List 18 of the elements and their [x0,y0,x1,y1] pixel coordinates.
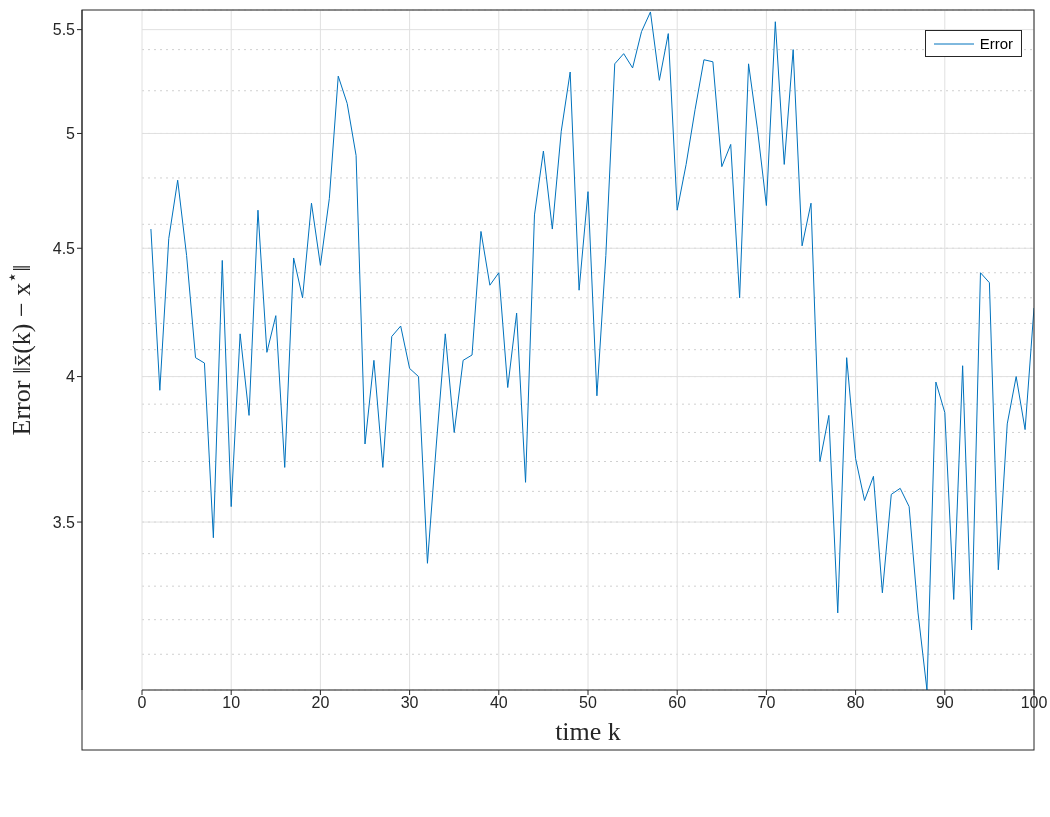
x-tick-label: 40 [489,694,508,712]
y-tick-label: 5.5 [52,21,76,39]
x-tick-label: 60 [668,694,687,712]
x-tick-label: 80 [846,694,865,712]
x-tick-label: 90 [935,694,954,712]
x-tick-label: 100 [1020,694,1048,712]
y-tick-label: 5 [66,125,76,143]
x-tick-label: 20 [311,694,330,712]
x-tick-label: 70 [757,694,776,712]
legend-label: Error [979,35,1013,52]
x-tick-label: 0 [137,694,147,712]
y-tick-label: 4.5 [52,239,76,257]
y-tick-label: 4 [66,368,76,386]
y-tick-label: 3.5 [52,513,76,531]
x-tick-label: 10 [222,694,241,712]
x-tick-label: 30 [400,694,419,712]
x-axis-title: time k [555,717,621,746]
x-tick-label: 50 [579,694,597,712]
